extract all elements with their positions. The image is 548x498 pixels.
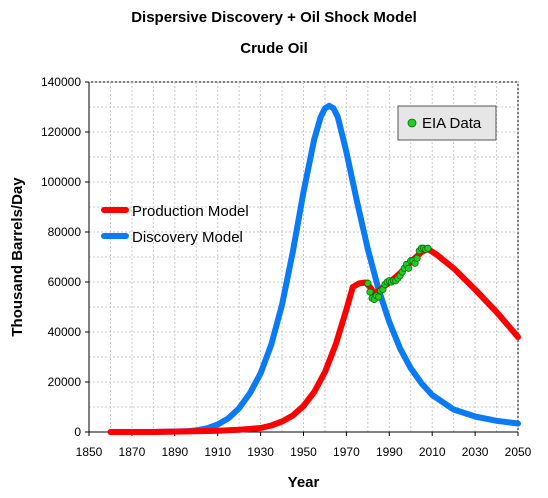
- y-axis-label: Thousand Barrels/Day: [9, 177, 26, 337]
- chart-title: Dispersive Discovery + Oil Shock Model: [131, 9, 417, 26]
- eia-data-point: [374, 293, 383, 301]
- axes: 1850 1870 1890 1910 1930 1950 1970 1990 2010 2030…: [41, 75, 532, 459]
- legend-label-discovery-model: Discovery Model: [132, 229, 243, 246]
- discovery-model-line: [107, 102, 521, 435]
- y-tick-label: 80000: [48, 225, 82, 239]
- y-tick-label: 20000: [48, 375, 82, 389]
- eia-data-point: [413, 254, 421, 262]
- eia-data-point: [364, 279, 372, 287]
- legend-label-eia-data: EIA Data: [422, 115, 482, 132]
- eia-data-point: [405, 264, 413, 272]
- x-tick-label: 2010: [419, 445, 446, 459]
- x-tick-label: 1870: [119, 445, 146, 459]
- x-tick-label: 1930: [247, 445, 274, 459]
- eia-data-markers: [364, 244, 432, 304]
- x-tick-label: 1890: [161, 445, 188, 459]
- y-tick-label: 0: [74, 425, 81, 439]
- x-tick-label: 2050: [505, 445, 532, 459]
- x-tick-label: 1970: [333, 445, 360, 459]
- x-tick-label: 1950: [290, 445, 317, 459]
- x-tick-label: 1990: [376, 445, 403, 459]
- x-tick-label: 1850: [76, 445, 103, 459]
- legend-marker-eia-data: [407, 118, 417, 128]
- chart-subtitle: Crude Oil: [240, 40, 308, 57]
- legend-models: Production Model Discovery Model: [101, 203, 249, 246]
- y-tick-label: 120000: [41, 125, 81, 139]
- eia-data-point: [424, 244, 432, 252]
- legend-label-production-model: Production Model: [132, 203, 249, 220]
- y-tick-label: 60000: [48, 275, 82, 289]
- y-tick-label: 140000: [41, 75, 81, 89]
- y-tick-label: 40000: [48, 325, 82, 339]
- x-tick-label: 1910: [204, 445, 231, 459]
- x-axis-label: Year: [288, 474, 320, 491]
- x-tick-label: 2030: [462, 445, 489, 459]
- legend-eia: EIA Data: [397, 105, 497, 141]
- y-tick-label: 100000: [41, 175, 81, 189]
- eia-data-point: [366, 288, 374, 296]
